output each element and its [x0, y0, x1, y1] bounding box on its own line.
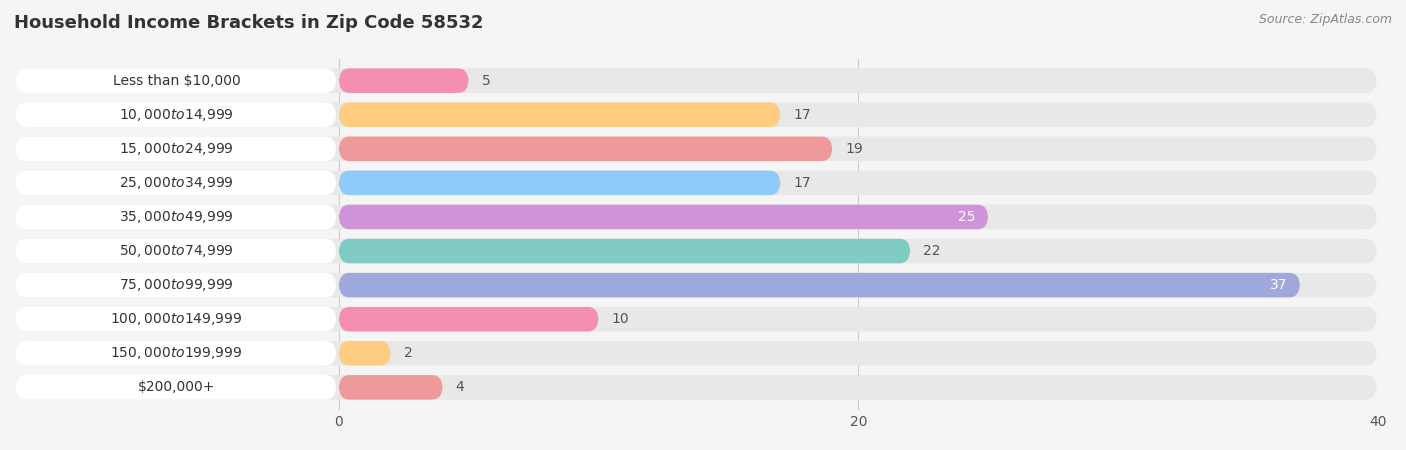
Text: 4: 4: [456, 380, 464, 394]
Text: 37: 37: [1270, 278, 1286, 292]
Text: $25,000 to $34,999: $25,000 to $34,999: [120, 175, 233, 191]
Text: Less than $10,000: Less than $10,000: [112, 74, 240, 88]
FancyBboxPatch shape: [15, 273, 1376, 297]
Text: $35,000 to $49,999: $35,000 to $49,999: [120, 209, 233, 225]
FancyBboxPatch shape: [15, 68, 336, 93]
FancyBboxPatch shape: [15, 307, 336, 332]
FancyBboxPatch shape: [15, 341, 1376, 365]
FancyBboxPatch shape: [15, 273, 336, 297]
Text: 17: 17: [793, 108, 811, 122]
FancyBboxPatch shape: [15, 103, 1376, 127]
Text: 2: 2: [404, 346, 412, 360]
Text: Source: ZipAtlas.com: Source: ZipAtlas.com: [1258, 14, 1392, 27]
FancyBboxPatch shape: [339, 171, 780, 195]
Text: 22: 22: [924, 244, 941, 258]
FancyBboxPatch shape: [339, 375, 443, 400]
FancyBboxPatch shape: [15, 341, 336, 365]
FancyBboxPatch shape: [15, 136, 336, 161]
FancyBboxPatch shape: [339, 103, 780, 127]
Text: $75,000 to $99,999: $75,000 to $99,999: [120, 277, 233, 293]
Text: $200,000+: $200,000+: [138, 380, 215, 394]
FancyBboxPatch shape: [15, 307, 1376, 332]
FancyBboxPatch shape: [339, 273, 1301, 297]
Text: 19: 19: [845, 142, 863, 156]
FancyBboxPatch shape: [339, 136, 832, 161]
FancyBboxPatch shape: [15, 375, 1376, 400]
FancyBboxPatch shape: [339, 307, 599, 332]
FancyBboxPatch shape: [15, 171, 336, 195]
Text: $150,000 to $199,999: $150,000 to $199,999: [110, 345, 243, 361]
Text: $50,000 to $74,999: $50,000 to $74,999: [120, 243, 233, 259]
Text: 17: 17: [793, 176, 811, 190]
Text: $100,000 to $149,999: $100,000 to $149,999: [110, 311, 243, 327]
FancyBboxPatch shape: [339, 239, 910, 263]
Text: $10,000 to $14,999: $10,000 to $14,999: [120, 107, 233, 123]
FancyBboxPatch shape: [15, 375, 336, 400]
FancyBboxPatch shape: [339, 341, 391, 365]
FancyBboxPatch shape: [15, 239, 336, 263]
Text: Household Income Brackets in Zip Code 58532: Household Income Brackets in Zip Code 58…: [14, 14, 484, 32]
FancyBboxPatch shape: [15, 205, 336, 229]
Text: $15,000 to $24,999: $15,000 to $24,999: [120, 141, 233, 157]
FancyBboxPatch shape: [339, 205, 988, 229]
FancyBboxPatch shape: [15, 239, 1376, 263]
Text: 25: 25: [957, 210, 976, 224]
FancyBboxPatch shape: [15, 103, 336, 127]
Text: 5: 5: [482, 74, 491, 88]
FancyBboxPatch shape: [339, 68, 468, 93]
FancyBboxPatch shape: [15, 136, 1376, 161]
Text: 10: 10: [612, 312, 628, 326]
FancyBboxPatch shape: [15, 171, 1376, 195]
FancyBboxPatch shape: [15, 68, 1376, 93]
FancyBboxPatch shape: [15, 205, 1376, 229]
